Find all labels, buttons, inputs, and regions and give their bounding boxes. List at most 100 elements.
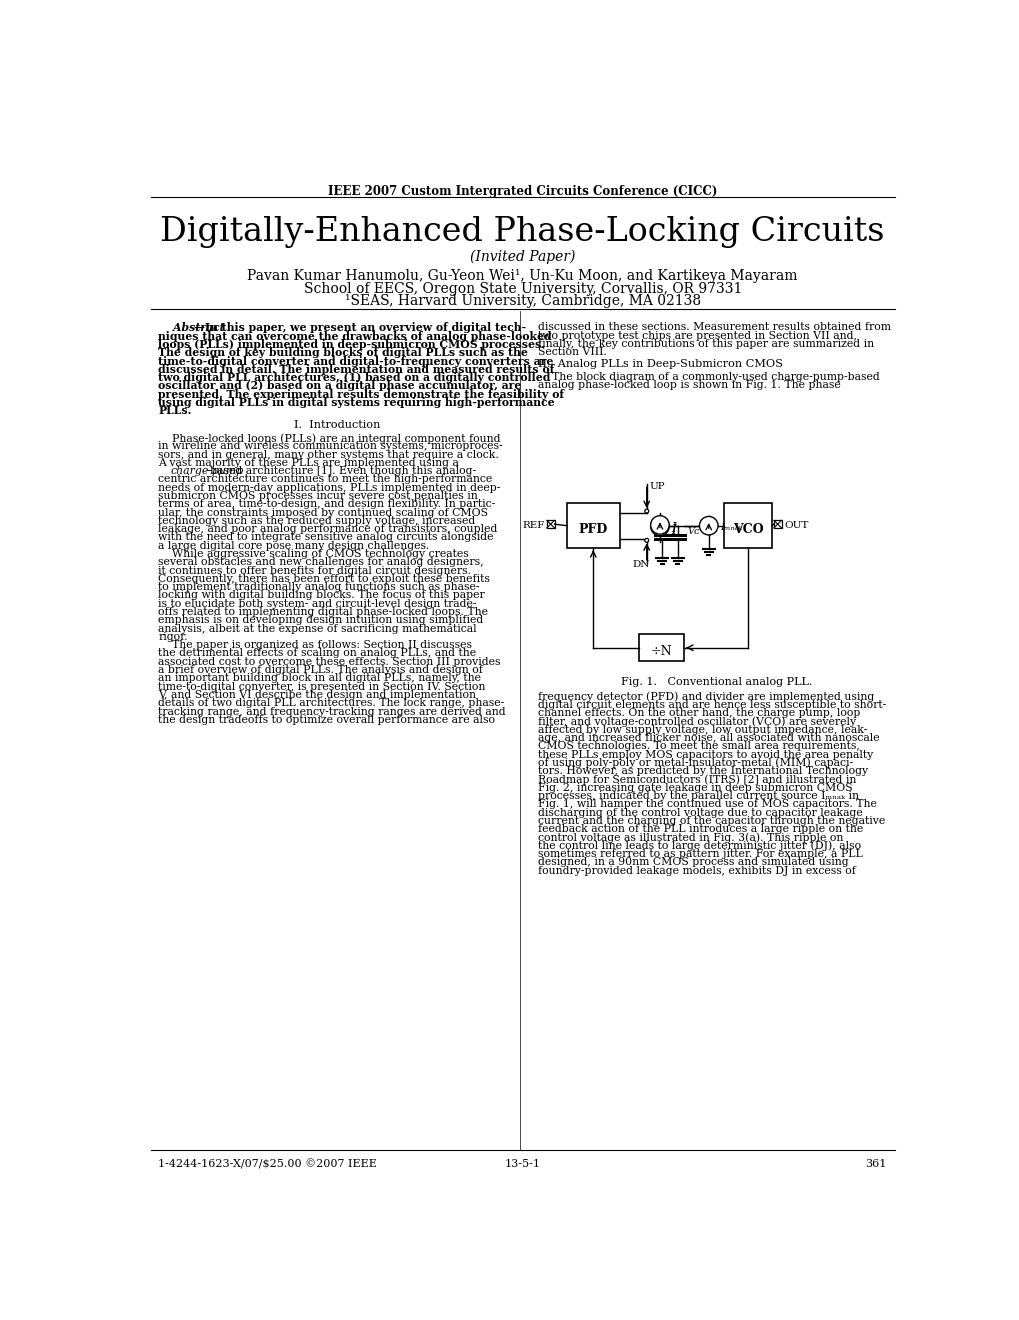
Text: associated cost to overcome these effects. Section III provides: associated cost to overcome these effect… xyxy=(158,657,500,667)
Text: sometimes referred to as pattern jitter. For example, a PLL: sometimes referred to as pattern jitter.… xyxy=(538,849,862,859)
Text: leakage, and poor analog performance of transistors, coupled: leakage, and poor analog performance of … xyxy=(158,524,497,535)
Text: control voltage as illustrated in Fig. 3(a). This ripple on: control voltage as illustrated in Fig. 3… xyxy=(538,833,843,843)
Text: two digital PLL architectures, (1) based on a digitally controlled: two digital PLL architectures, (1) based… xyxy=(158,372,550,383)
Text: centric architecture continues to meet the high-performance: centric architecture continues to meet t… xyxy=(158,474,492,484)
Circle shape xyxy=(650,517,668,536)
Text: Digitally-Enhanced Phase-Locking Circuits: Digitally-Enhanced Phase-Locking Circuit… xyxy=(160,216,884,248)
Text: Vᴄ: Vᴄ xyxy=(687,527,700,536)
Text: submicron CMOS processes incur severe cost penalties in: submicron CMOS processes incur severe co… xyxy=(158,491,478,502)
Text: discussed in these sections. Measurement results obtained from: discussed in these sections. Measurement… xyxy=(538,322,891,333)
Text: 361: 361 xyxy=(865,1159,887,1170)
Text: UP: UP xyxy=(649,482,664,491)
Text: needs of modern-day applications, PLLs implemented in deep-: needs of modern-day applications, PLLs i… xyxy=(158,483,500,492)
Text: 13-5-1: 13-5-1 xyxy=(504,1159,540,1170)
Text: is to elucidate both system- and circuit-level design trade-: is to elucidate both system- and circuit… xyxy=(158,599,477,609)
Text: current and the charging of the capacitor through the negative: current and the charging of the capacito… xyxy=(538,816,884,826)
Text: rigor.: rigor. xyxy=(158,632,187,642)
Circle shape xyxy=(699,516,717,535)
Text: offs related to implementing digital phase-locked loops. The: offs related to implementing digital pha… xyxy=(158,607,488,616)
Text: details of two digital PLL architectures. The lock range, phase-: details of two digital PLL architectures… xyxy=(158,698,504,709)
Text: feedback action of the PLL introduces a large ripple on the: feedback action of the PLL introduces a … xyxy=(538,824,863,834)
Text: VCO: VCO xyxy=(733,523,763,536)
Text: the detrimental effects of scaling on analog PLLs, and the: the detrimental effects of scaling on an… xyxy=(158,648,476,659)
Text: REF: REF xyxy=(522,521,544,531)
Text: CMOS technologies. To meet the small area requirements,: CMOS technologies. To meet the small are… xyxy=(538,742,859,751)
Text: time-to-digital converter, is presented in Section IV. Section: time-to-digital converter, is presented … xyxy=(158,681,485,692)
Text: these PLLs employ MOS capacitors to avoid the area penalty: these PLLs employ MOS capacitors to avoi… xyxy=(538,750,872,759)
Text: filter, and voltage-controlled oscillator (VCO) are severely: filter, and voltage-controlled oscillato… xyxy=(538,717,856,727)
Text: analog phase-locked loop is shown in Fig. 1. The phase: analog phase-locked loop is shown in Fig… xyxy=(538,380,841,391)
Text: age, and increased flicker noise, all associated with nanoscale: age, and increased flicker noise, all as… xyxy=(538,733,879,743)
Text: a brief overview of digital PLLs. The analysis and design of: a brief overview of digital PLLs. The an… xyxy=(158,665,483,675)
Text: The block diagram of a commonly-used charge-pump-based: The block diagram of a commonly-used cha… xyxy=(538,372,879,381)
Text: locking with digital building blocks. The focus of this paper: locking with digital building blocks. Th… xyxy=(158,590,485,601)
Text: A vast majority of these PLLs are implemented using a: A vast majority of these PLLs are implem… xyxy=(158,458,459,467)
Text: I: I xyxy=(671,524,676,537)
Text: a large digital core pose many design challenges.: a large digital core pose many design ch… xyxy=(158,541,429,550)
Text: discharging of the control voltage due to capacitor leakage: discharging of the control voltage due t… xyxy=(538,808,862,817)
Text: Fig. 2, increasing gate leakage in deep submicron CMOS: Fig. 2, increasing gate leakage in deep … xyxy=(538,783,852,793)
Text: OUT: OUT xyxy=(784,521,807,531)
Text: processes, indicated by the parallel current source Iₘₙₐₖ in: processes, indicated by the parallel cur… xyxy=(538,791,858,801)
Text: it continues to offer benefits for digital circuit designers.: it continues to offer benefits for digit… xyxy=(158,565,471,576)
Text: IEEE 2007 Custom Intergrated Circuits Conference (CICC): IEEE 2007 Custom Intergrated Circuits Co… xyxy=(328,185,716,198)
Text: discussed in detail. The implementation and measured results of: discussed in detail. The implementation … xyxy=(158,364,554,375)
Text: tracking range, and frequency-tracking ranges are derived and: tracking range, and frequency-tracking r… xyxy=(158,706,505,717)
Text: Abstract: Abstract xyxy=(158,322,225,334)
Text: finally, the key contributions of this paper are summarized in: finally, the key contributions of this p… xyxy=(538,339,873,348)
Text: ÷N: ÷N xyxy=(650,644,672,657)
Text: charge-pump: charge-pump xyxy=(170,466,244,477)
Text: technology such as the reduced supply voltage, increased: technology such as the reduced supply vo… xyxy=(158,516,475,525)
Text: I.  Introduction: I. Introduction xyxy=(293,420,379,430)
Text: the control line leads to large deterministic jitter (DJ), also: the control line leads to large determin… xyxy=(538,841,860,851)
Bar xyxy=(638,635,684,661)
Text: —In this paper, we present an overview of digital tech-: —In this paper, we present an overview o… xyxy=(195,322,526,334)
Text: loops (PLLs) implemented in deep-submicron CMOS processes.: loops (PLLs) implemented in deep-submicr… xyxy=(158,339,545,350)
Text: an important building block in all digital PLLs, namely, the: an important building block in all digit… xyxy=(158,673,481,684)
Text: analysis, albeit at the expense of sacrificing mathematical: analysis, albeit at the expense of sacri… xyxy=(158,623,477,634)
Text: channel effects. On the other hand, the charge pump, loop: channel effects. On the other hand, the … xyxy=(538,708,860,718)
Circle shape xyxy=(644,539,648,543)
Text: two prototype test chips are presented in Section VII and,: two prototype test chips are presented i… xyxy=(538,331,856,341)
Bar xyxy=(546,520,554,528)
Text: foundry-provided leakage models, exhibits DJ in excess of: foundry-provided leakage models, exhibit… xyxy=(538,866,855,875)
Text: Phase-locked loops (PLLs) are an integral component found: Phase-locked loops (PLLs) are an integra… xyxy=(158,433,500,444)
Text: 1-4244-1623-X/07/$25.00 ©2007 IEEE: 1-4244-1623-X/07/$25.00 ©2007 IEEE xyxy=(158,1159,377,1170)
Text: The paper is organized as follows: Section II discusses: The paper is organized as follows: Secti… xyxy=(158,640,472,651)
Text: the design tradeoffs to optimize overall performance are also: the design tradeoffs to optimize overall… xyxy=(158,715,495,725)
Text: School of EECS, Oregon State University, Corvallis, OR 97331: School of EECS, Oregon State University,… xyxy=(304,281,741,296)
Text: ¹SEAS, Harvard University, Cambridge, MA 02138: ¹SEAS, Harvard University, Cambridge, MA… xyxy=(344,294,700,308)
Bar xyxy=(773,520,781,528)
Text: with the need to integrate sensitive analog circuits alongside: with the need to integrate sensitive ana… xyxy=(158,532,493,543)
Text: Iₘₙₐₖ: Iₘₙₐₖ xyxy=(719,523,742,532)
Text: -based architecture [1]. Even though this analog-: -based architecture [1]. Even though thi… xyxy=(203,466,476,477)
Text: Pavan Kumar Hanumolu, Gu-Yeon Wei¹, Un-Ku Moon, and Kartikeya Mayaram: Pavan Kumar Hanumolu, Gu-Yeon Wei¹, Un-K… xyxy=(248,268,797,282)
Text: I: I xyxy=(671,523,676,535)
Text: to implement traditionally analog functions such as phase-: to implement traditionally analog functi… xyxy=(158,582,480,593)
Text: PFD: PFD xyxy=(578,523,607,536)
Text: II.  Analog PLLs in Deep-Submicron CMOS: II. Analog PLLs in Deep-Submicron CMOS xyxy=(538,359,783,368)
Bar xyxy=(723,503,771,548)
Text: ular, the constraints imposed by continued scaling of CMOS: ular, the constraints imposed by continu… xyxy=(158,508,488,517)
Text: sors, and in general, many other systems that require a clock.: sors, and in general, many other systems… xyxy=(158,450,498,459)
Text: time-to-digital converter and digital-to-frequency converters are: time-to-digital converter and digital-to… xyxy=(158,355,553,367)
Text: PLLs.: PLLs. xyxy=(158,405,192,416)
Text: (Invited Paper): (Invited Paper) xyxy=(470,249,575,264)
Text: digital circuit elements and are hence less susceptible to short-: digital circuit elements and are hence l… xyxy=(538,700,886,710)
Text: terms of area, time-to-design, and design flexibility. In partic-: terms of area, time-to-design, and desig… xyxy=(158,499,495,510)
Text: Roadmap for Semiconductors (ITRS) [2] and illustrated in: Roadmap for Semiconductors (ITRS) [2] an… xyxy=(538,775,856,785)
Circle shape xyxy=(644,510,648,513)
Text: emphasis is on developing design intuition using simplified: emphasis is on developing design intuiti… xyxy=(158,615,483,626)
Text: designed, in a 90nm CMOS process and simulated using: designed, in a 90nm CMOS process and sim… xyxy=(538,857,848,867)
Text: The design of key building blocks of digital PLLs such as the: The design of key building blocks of dig… xyxy=(158,347,528,358)
Text: of using poly-poly or metal-insulator-metal (MIM) capaci-: of using poly-poly or metal-insulator-me… xyxy=(538,758,853,768)
Text: presented. The experimental results demonstrate the feasibility of: presented. The experimental results demo… xyxy=(158,388,564,400)
Text: DN: DN xyxy=(632,561,649,569)
Text: Consequently, there has been effort to exploit these benefits: Consequently, there has been effort to e… xyxy=(158,574,490,583)
Text: oscillator and (2) based on a digital phase accumulator, are: oscillator and (2) based on a digital ph… xyxy=(158,380,522,392)
Circle shape xyxy=(650,516,668,535)
Text: using digital PLLs in digital systems requiring high-performance: using digital PLLs in digital systems re… xyxy=(158,397,554,408)
Text: V, and Section VI describe the design and implementation: V, and Section VI describe the design an… xyxy=(158,690,476,700)
Text: niques that can overcome the drawbacks of analog phase-looked: niques that can overcome the drawbacks o… xyxy=(158,331,551,342)
Text: frequency detector (PFD) and divider are implemented using: frequency detector (PFD) and divider are… xyxy=(538,692,873,702)
